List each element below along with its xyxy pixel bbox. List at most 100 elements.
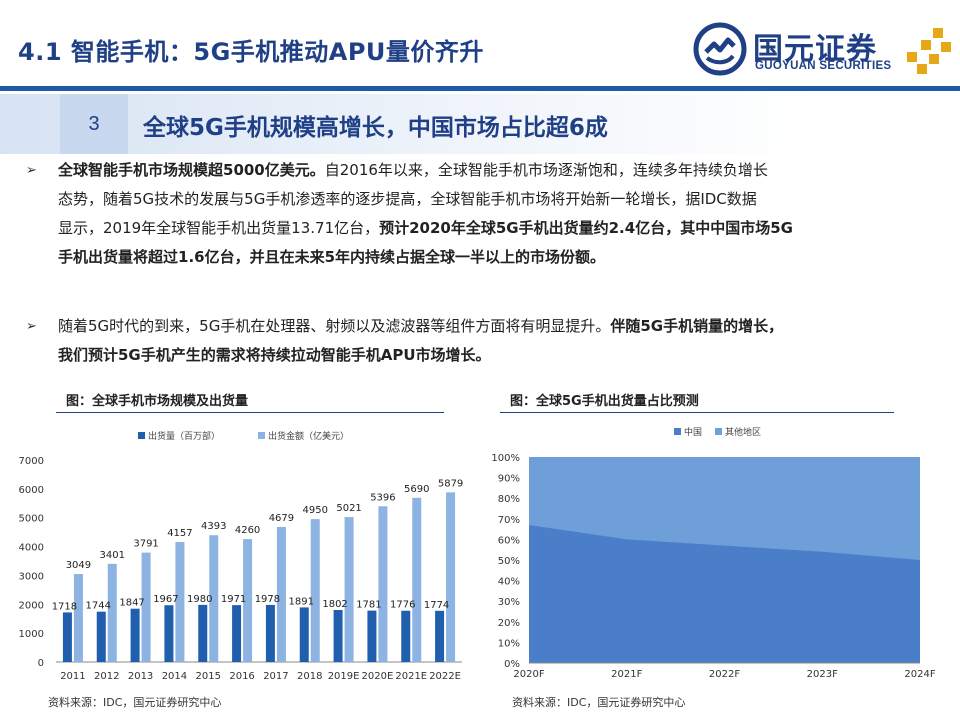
x-tick-label: 2020E (362, 671, 394, 682)
bar-value (243, 539, 253, 662)
logo-emblem-icon (693, 22, 747, 76)
bar-shipments (232, 605, 242, 662)
y-tick-label: 60% (498, 535, 520, 546)
data-label: 5879 (438, 478, 463, 489)
bar-shipments (367, 610, 377, 662)
legend-label: 中国 (684, 426, 702, 438)
logo-text-cn: 国元证券 (753, 32, 877, 67)
y-tick-label: 0% (504, 659, 520, 670)
legend-swatch (715, 428, 722, 435)
chart2-caption: 图：全球5G手机出货量占比预测 (500, 384, 894, 413)
data-label: 4950 (303, 505, 328, 516)
bullet-5g-demand: ➢ 随着5G时代的到来，5G手机在处理器、射频以及滤波器等组件方面将有明显提升。… (26, 312, 944, 370)
header-divider (0, 86, 960, 91)
data-label: 4679 (269, 513, 294, 524)
bar-shipments (333, 609, 343, 662)
company-logo: 国元证券 GUOYUAN SECURITIES (693, 22, 953, 78)
data-label: 1776 (390, 600, 415, 611)
x-tick-label: 2018 (297, 671, 322, 682)
bar-shipments (299, 607, 309, 662)
x-tick-label: 2022F (709, 669, 740, 680)
bar-value (107, 563, 117, 662)
y-tick-label: 90% (498, 474, 520, 485)
y-tick-label: 2000 (19, 600, 44, 611)
x-tick-label: 2016 (229, 671, 254, 682)
page-title: 4.1 智能手机：5G手机推动APU量价齐升 (18, 38, 484, 66)
5g-share-area-chart: 中国 其他地区 0% 10% 20% 30% 40% 50% 60% 70% 80% 90% 100% 2… (491, 426, 935, 680)
chart1-caption-text: 图：全球手机市场规模及出货量 (66, 394, 249, 409)
chart1-source: 资料来源：IDC，国元证券研究中心 (48, 696, 222, 709)
legend-label: 出货量（百万部） (148, 430, 220, 442)
x-tick-label: 2023F (807, 669, 838, 680)
bar-value (446, 492, 456, 662)
bar-shipments (435, 610, 445, 662)
x-tick-label: 2011 (60, 671, 85, 682)
data-label: 5396 (370, 492, 395, 503)
y-tick-label: 100% (491, 453, 520, 464)
section-number: 3 (60, 94, 128, 154)
data-label: 1891 (289, 596, 314, 607)
x-tick-label: 2019E (328, 671, 360, 682)
bullet-emphasis: 我们预计5G手机产生的需求将持续拉动智能手机APU市场增长。 (58, 346, 491, 364)
data-label: 5021 (336, 503, 361, 514)
chart2-caption-text: 图：全球5G手机出货量占比预测 (510, 394, 699, 409)
x-tick-label: 2021E (395, 671, 427, 682)
data-label: 3401 (100, 550, 125, 561)
data-label: 1978 (255, 594, 280, 605)
data-label: 1971 (221, 594, 246, 605)
data-label: 1744 (86, 601, 111, 612)
data-label: 1967 (153, 594, 178, 605)
bar-shipments (198, 604, 208, 662)
bullet-text: 态势，随着5G技术的发展与5G手机渗透率的逐步提高，全球智能手机市场将开始新一轮… (58, 190, 757, 208)
bar-value (412, 497, 422, 662)
legend-label: 其他地区 (725, 426, 761, 438)
y-tick-label: 7000 (19, 456, 44, 467)
data-label: 1718 (52, 601, 77, 612)
y-tick-label: 50% (498, 556, 520, 567)
legend-swatch (138, 432, 145, 439)
data-label: 1847 (119, 598, 144, 609)
data-label: 5690 (404, 484, 429, 495)
x-tick-label: 2021F (611, 669, 642, 680)
y-tick-label: 0 (38, 658, 44, 669)
x-tick-label: 2014 (162, 671, 187, 682)
x-tick-label: 2022E (429, 671, 461, 682)
bar-value (378, 506, 388, 662)
y-tick-label: 20% (498, 618, 520, 629)
bar-shipments (265, 604, 275, 662)
chart1-caption: 图：全球手机市场规模及出货量 (56, 384, 444, 413)
data-label: 1774 (424, 600, 449, 611)
y-tick-label: 80% (498, 494, 520, 505)
section-heading: 全球5G手机规模高增长，中国市场占比超6成 (143, 115, 608, 141)
bullet-emphasis: 预计2020年全球5G手机出货量约2.4亿台，其中中国市场5G (379, 219, 793, 237)
x-tick-label: 2015 (196, 671, 221, 682)
area-china (529, 524, 920, 663)
data-label: 4393 (201, 521, 226, 532)
x-tick-label: 2020F (513, 669, 544, 680)
bar-shipments (401, 610, 411, 662)
bullet-emphasis: 手机出货量将超过1.6亿台，并且在未来5年内持续占据全球一半以上的市场份额。 (58, 248, 606, 266)
logo-squares-icon (907, 28, 951, 74)
section-banner (0, 94, 960, 154)
bar-value (344, 517, 354, 662)
bar-value (141, 552, 151, 662)
bullet-text: 自2016年以来，全球智能手机市场逐渐饱和，连续多年持续负增长 (324, 161, 768, 179)
legend-label: 出货金额（亿美元） (268, 430, 349, 442)
legend-swatch (674, 428, 681, 435)
x-tick-label: 2013 (128, 671, 153, 682)
bullet-market-size: ➢ 全球智能手机市场规模超5000亿美元。自2016年以来，全球智能手机市场逐渐… (26, 156, 944, 272)
bar-value (175, 542, 185, 662)
bar-shipments (96, 611, 106, 662)
bullet-emphasis: 伴随5G手机销量的增长， (610, 317, 784, 335)
shipment-bar-chart: 出货量（百万部） 出货金额（亿美元） 0 1000 2000 3000 4000 5000 60… (19, 430, 464, 682)
y-tick-label: 40% (498, 577, 520, 588)
data-label: 1781 (356, 600, 381, 611)
legend-swatch (258, 432, 265, 439)
data-label: 4260 (235, 525, 260, 536)
data-label: 4157 (167, 528, 192, 539)
x-tick-label: 2017 (263, 671, 288, 682)
x-tick-label: 2012 (94, 671, 119, 682)
bar-value (73, 574, 83, 662)
y-tick-label: 30% (498, 597, 520, 608)
logo-text-en: GUOYUAN SECURITIES (755, 60, 892, 72)
